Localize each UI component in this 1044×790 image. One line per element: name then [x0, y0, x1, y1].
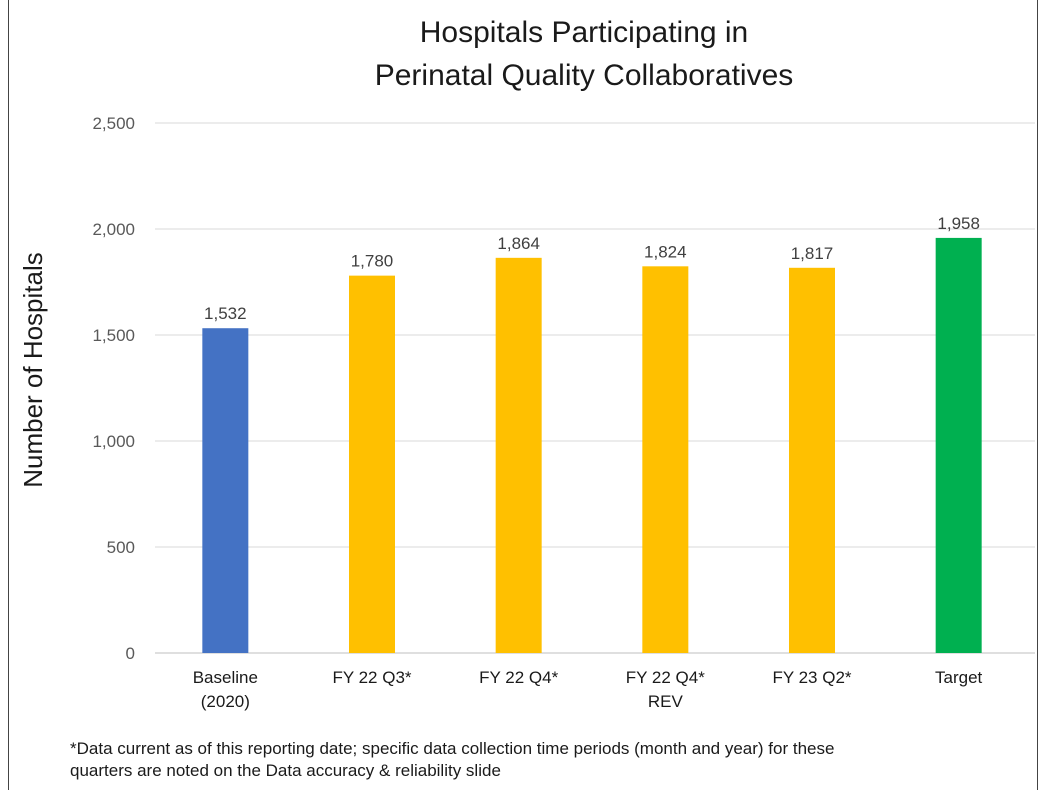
x-tick-label: FY 22 Q4*: [626, 668, 705, 687]
bar: [202, 328, 248, 653]
x-tick-label: FY 22 Q4*: [479, 668, 558, 687]
footnote: *Data current as of this reporting date;…: [70, 738, 1040, 782]
bar: [789, 268, 835, 653]
y-tick-label: 2,000: [92, 220, 135, 239]
y-tick-label: 500: [107, 538, 135, 557]
x-tick-label: Target: [935, 668, 983, 687]
y-tick-label: 1,500: [92, 326, 135, 345]
y-tick-label: 2,500: [92, 114, 135, 133]
bar: [349, 276, 395, 653]
data-label: 1,864: [497, 234, 540, 253]
data-label: 1,780: [351, 252, 394, 271]
y-tick-label: 0: [126, 644, 135, 663]
bar-chart: 0 500 1,000 1,500 2,000 2,500 1,532 Baseline (20…: [0, 0, 1044, 730]
y-tick-label: 1,000: [92, 432, 135, 451]
bar: [496, 258, 542, 653]
footnote-line-1: *Data current as of this reporting date;…: [70, 738, 1040, 760]
data-label: 1,958: [937, 214, 980, 233]
data-label: 1,824: [644, 242, 687, 261]
x-tick-label: (2020): [201, 692, 250, 711]
data-label: 1,532: [204, 304, 247, 323]
x-tick-label: FY 23 Q2*: [772, 668, 851, 687]
x-tick-label: FY 22 Q3*: [332, 668, 411, 687]
bar: [936, 238, 982, 653]
footnote-line-2: quarters are noted on the Data accuracy …: [70, 760, 1040, 782]
x-tick-label: Baseline: [193, 668, 258, 687]
data-label: 1,817: [791, 244, 834, 263]
bar: [642, 266, 688, 653]
x-tick-label: REV: [648, 692, 684, 711]
